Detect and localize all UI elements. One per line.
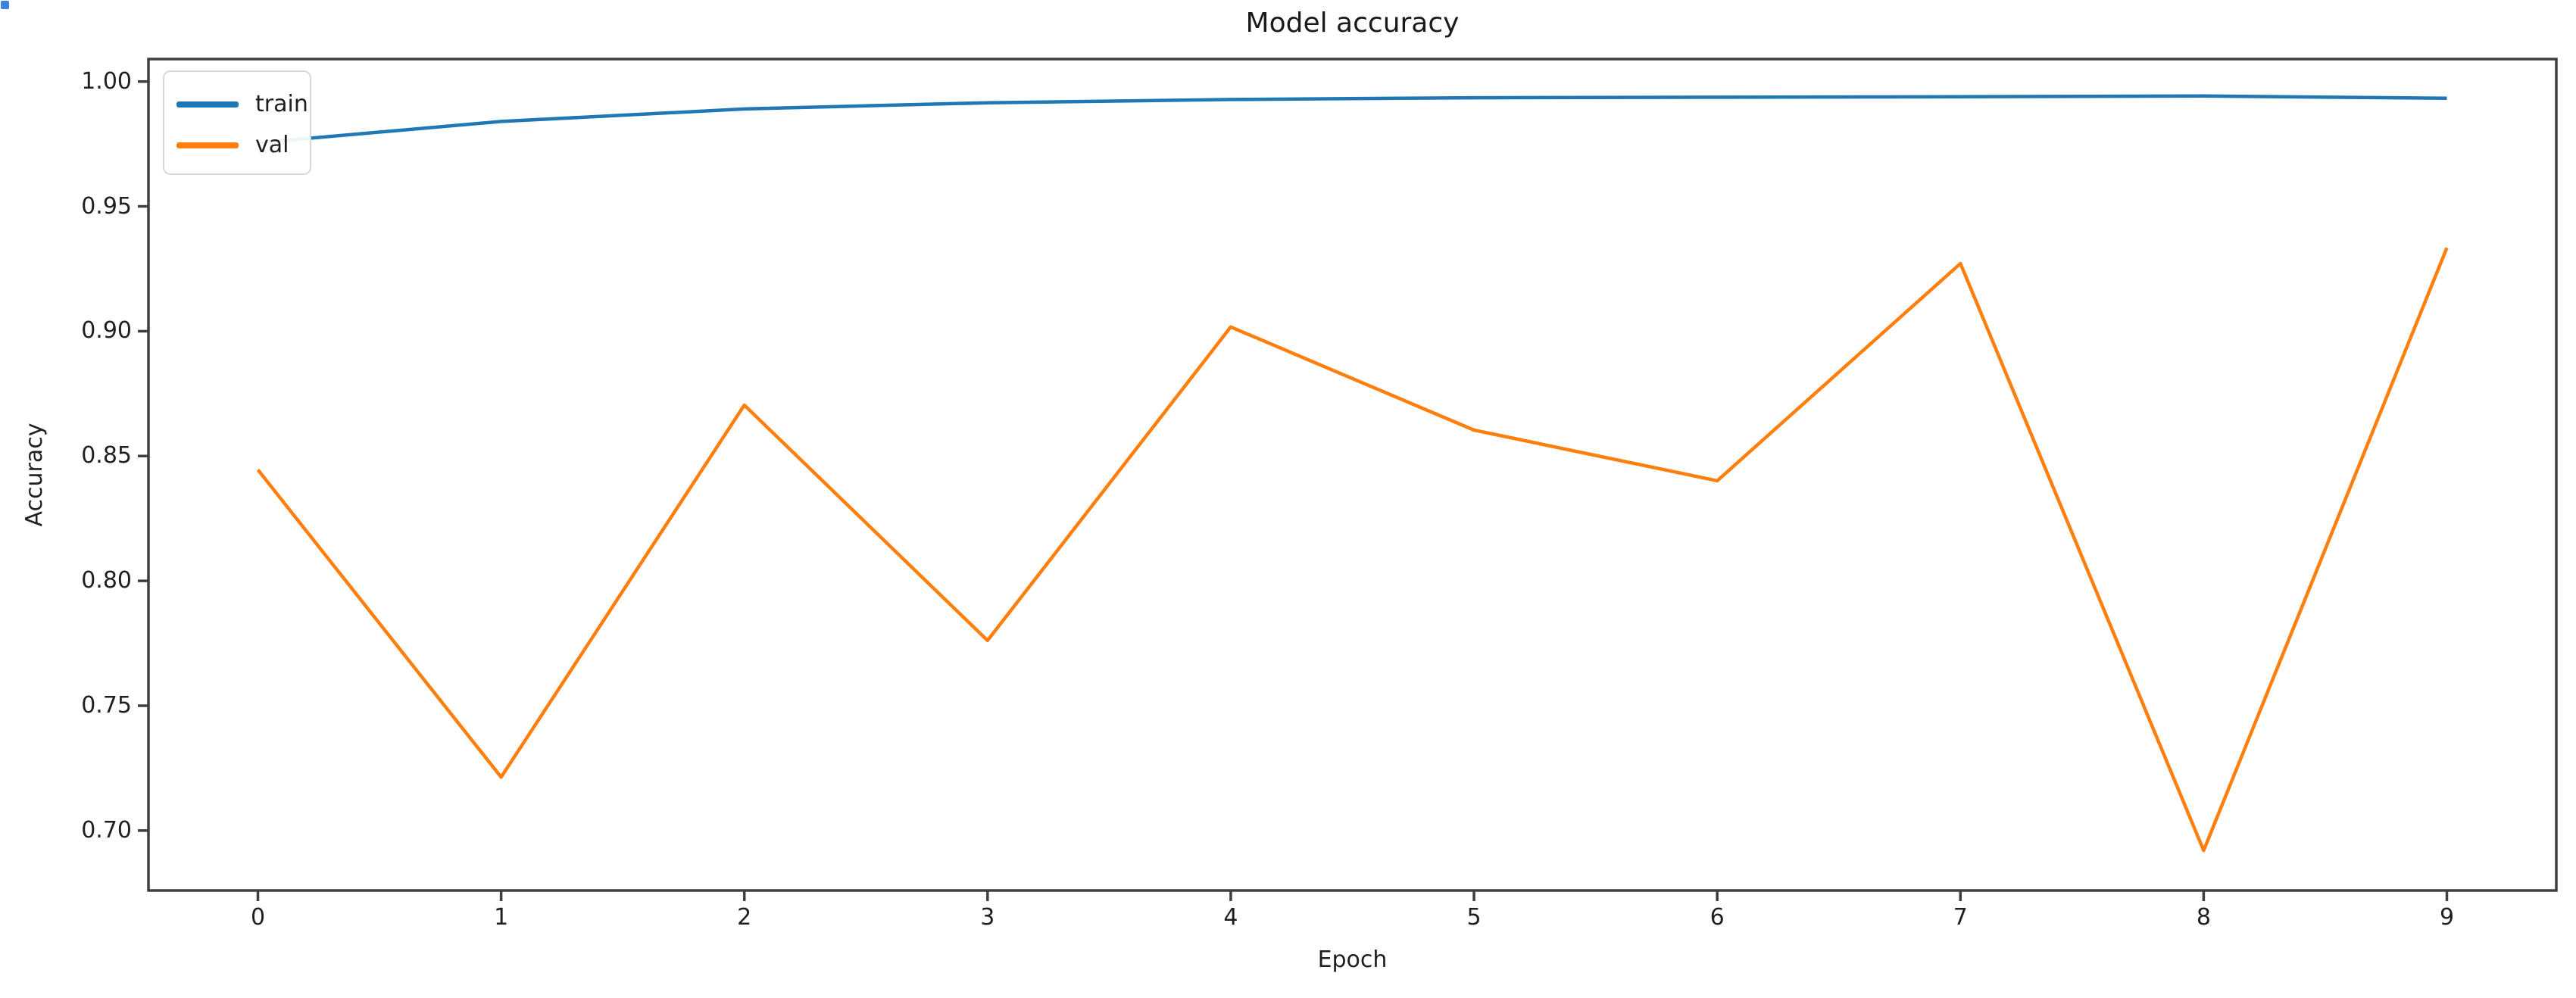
y-tick-label: 0.75 [81, 692, 132, 719]
x-tick-label: 1 [494, 904, 509, 931]
y-tick-label: 1.00 [81, 67, 132, 95]
axes-spines [147, 58, 2558, 892]
y-tick-label: 0.90 [81, 317, 132, 345]
legend-label: val [255, 132, 289, 158]
legend-swatch-val [176, 142, 239, 148]
series-line-train [258, 94, 2447, 145]
legend-swatch-train [176, 101, 239, 108]
x-tick-label: 9 [2439, 904, 2455, 931]
x-tick-label: 0 [250, 904, 266, 931]
x-tick-label: 6 [1710, 904, 1725, 931]
x-tick-label: 7 [1953, 904, 1968, 931]
x-tick-label: 4 [1223, 904, 1238, 931]
x-tick-label: 8 [2196, 904, 2211, 931]
y-tick-label: 0.85 [81, 442, 132, 469]
x-axis-label: Epoch [1317, 947, 1388, 973]
legend: train val [163, 70, 311, 175]
x-tick-label: 2 [737, 904, 752, 931]
chart-title: Model accuracy [1245, 8, 1460, 39]
x-tick-label: 3 [980, 904, 995, 931]
selection-handle[interactable] [1, 1, 9, 9]
y-tick-label: 0.95 [81, 192, 132, 220]
y-axis-label: Accuracy [21, 423, 48, 527]
legend-item-train: train [176, 87, 308, 122]
legend-label: train [255, 91, 308, 117]
legend-item-val: val [176, 128, 299, 163]
x-tick-label: 5 [1466, 904, 1482, 931]
y-tick-label: 0.80 [81, 567, 132, 594]
series-line-val [256, 247, 2449, 853]
y-tick-label: 0.70 [81, 816, 132, 844]
